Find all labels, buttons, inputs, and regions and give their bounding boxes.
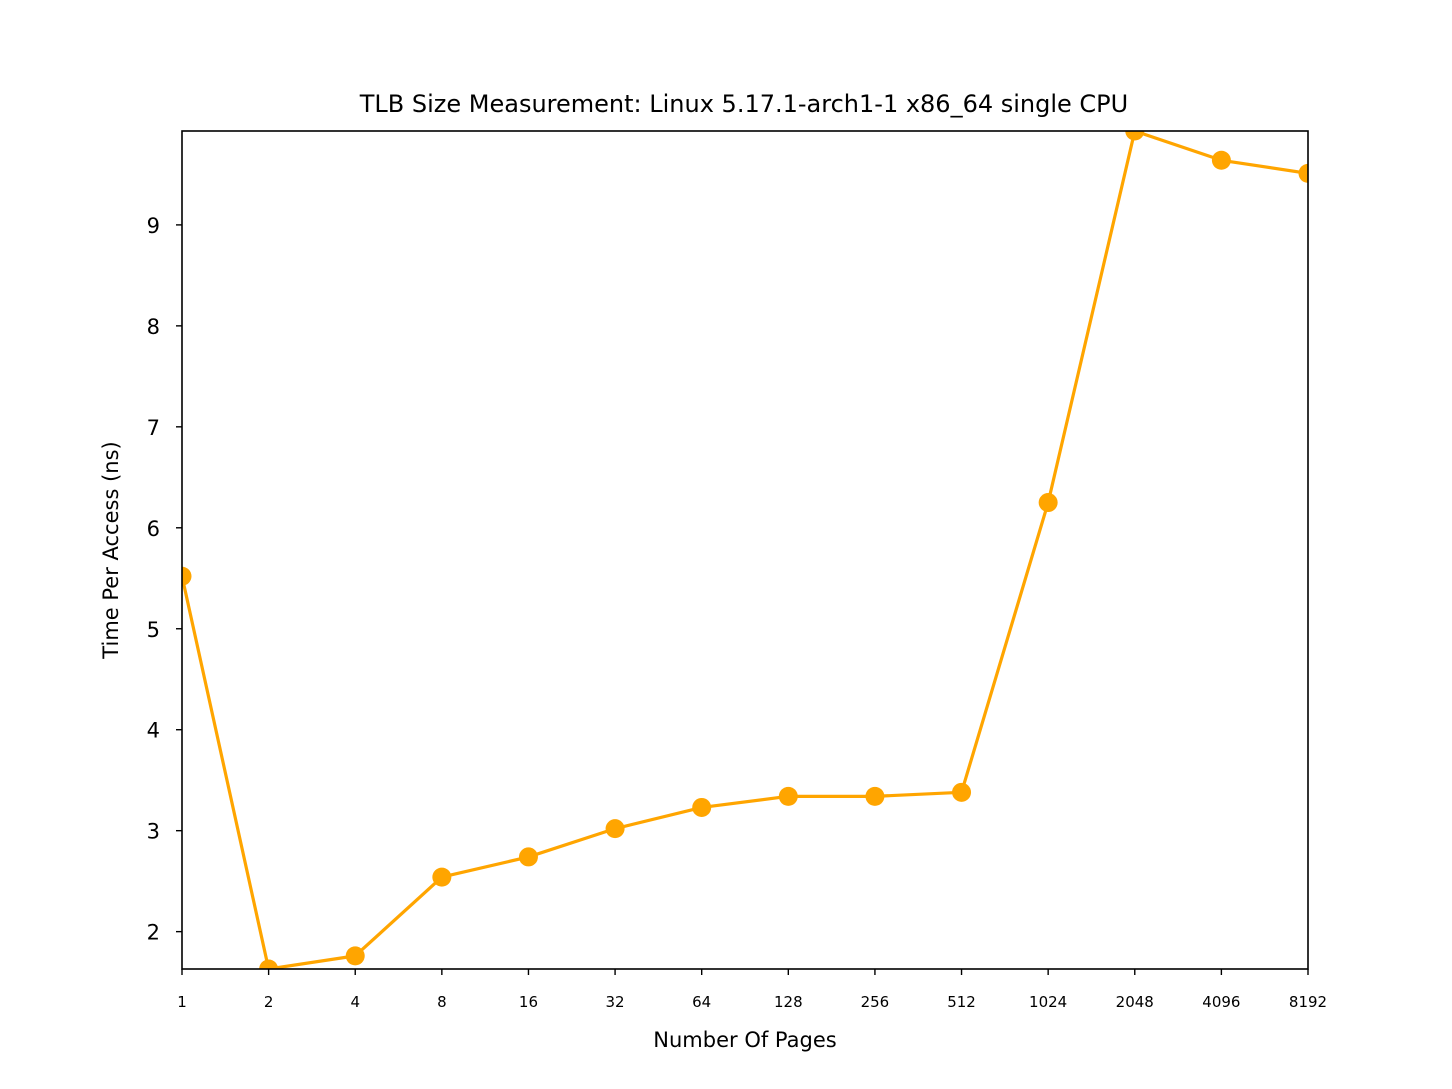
x-tick-label: 1024 xyxy=(1029,993,1067,1011)
x-tick-label: 512 xyxy=(947,993,976,1011)
data-point xyxy=(1211,150,1231,170)
x-tick-label: 1 xyxy=(177,993,187,1011)
y-axis-label: Time Per Access (ns) xyxy=(99,441,123,659)
y-tick-label: 5 xyxy=(147,618,160,642)
data-point xyxy=(182,566,192,586)
x-tick-label: 2 xyxy=(264,993,274,1011)
axes-frame xyxy=(181,130,1309,970)
y-tick-label: 2 xyxy=(147,921,160,945)
y-tick-label: 9 xyxy=(147,214,160,238)
data-point xyxy=(432,867,452,887)
data-point xyxy=(1038,493,1058,513)
data-point xyxy=(692,797,712,817)
x-tick-label: 8 xyxy=(437,993,447,1011)
x-tick-label: 128 xyxy=(774,993,803,1011)
chart-title: TLB Size Measurement: Linux 5.17.1-arch1… xyxy=(359,90,1128,118)
x-axis-ticks: 1 2 4 8 16 32 64 128 256 512 1024 2048 4096 8192 xyxy=(177,969,1327,1011)
y-tick-label: 6 xyxy=(147,517,160,541)
x-tick-label: 32 xyxy=(606,993,625,1011)
data-point xyxy=(345,946,365,966)
x-tick-label: 2048 xyxy=(1116,993,1154,1011)
data-point xyxy=(1125,131,1145,141)
data-point xyxy=(952,782,972,802)
x-axis-label: Number Of Pages xyxy=(653,1028,836,1052)
plot-area xyxy=(182,131,1308,969)
x-tick-label: 8192 xyxy=(1289,993,1327,1011)
series-0 xyxy=(182,131,1308,969)
y-axis-ticks: 2 3 4 5 6 7 8 9 xyxy=(147,214,182,945)
x-tick-label: 256 xyxy=(861,993,890,1011)
y-tick-label: 7 xyxy=(147,416,160,440)
y-tick-label: 3 xyxy=(147,820,160,844)
axes xyxy=(181,130,1309,970)
x-tick-label: 4 xyxy=(350,993,360,1011)
data-point xyxy=(605,819,625,839)
data-point xyxy=(518,847,538,867)
x-tick-label: 64 xyxy=(692,993,711,1011)
x-tick-label: 4096 xyxy=(1202,993,1240,1011)
y-tick-label: 8 xyxy=(147,315,160,339)
data-point xyxy=(1298,163,1308,183)
series-line xyxy=(182,131,1308,969)
x-tick-label: 16 xyxy=(519,993,538,1011)
data-point xyxy=(259,959,279,969)
data-point xyxy=(778,786,798,806)
y-tick-label: 4 xyxy=(147,719,160,743)
data-point xyxy=(865,786,885,806)
